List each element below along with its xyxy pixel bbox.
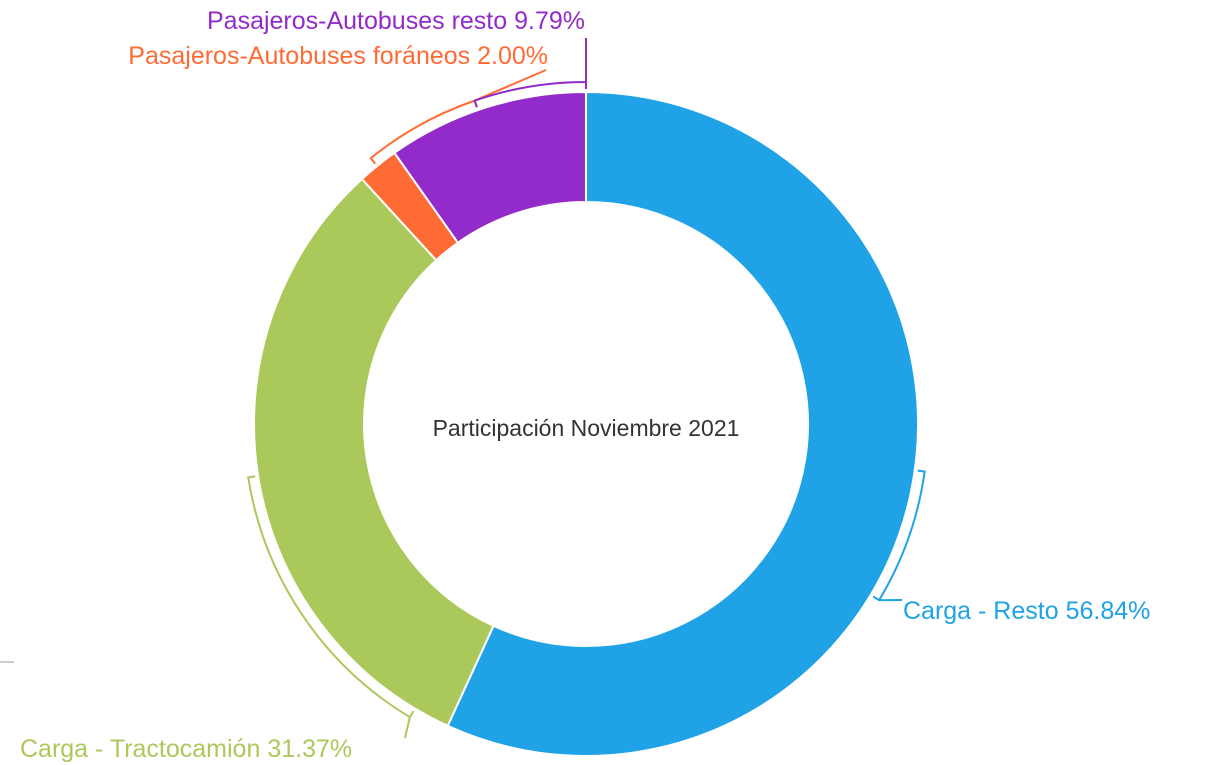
donut-slice <box>253 177 495 728</box>
slice-name: Carga - Tractocamión <box>20 735 260 763</box>
slice-name: Carga - Resto <box>903 597 1059 625</box>
leader-line <box>473 38 587 108</box>
slice-label: Carga - Resto 56.84% <box>903 597 1150 625</box>
slice-label: Carga - Tractocamión 31.37% <box>20 735 352 763</box>
slice-label: Pasajeros-Autobuses foráneos 2.00% <box>128 42 548 70</box>
slice-label: Pasajeros-Autobuses resto 9.79% <box>207 7 585 35</box>
leader-line <box>247 475 415 739</box>
slice-value: 31.37% <box>267 735 352 763</box>
slice-name: Pasajeros-Autobuses resto <box>207 7 507 35</box>
donut-slice <box>446 90 919 757</box>
slice-value: 2.00% <box>477 42 548 70</box>
slice-value: 9.79% <box>514 7 585 35</box>
slice-name: Pasajeros-Autobuses foráneos <box>128 42 470 70</box>
slice-value: 56.84% <box>1066 597 1151 625</box>
leader-line <box>872 469 926 602</box>
center-title: Participación Noviembre 2021 <box>433 415 740 441</box>
donut-slice <box>393 90 587 245</box>
